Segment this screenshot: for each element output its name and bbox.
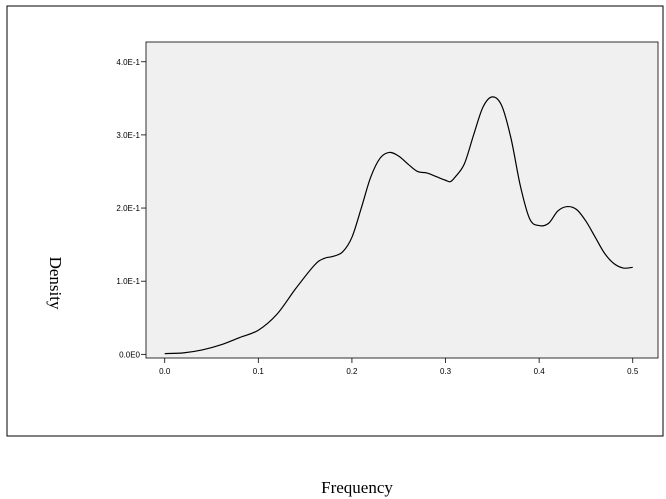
y-tick-label: 0.0E0 bbox=[119, 350, 140, 359]
plot-area bbox=[145, 41, 659, 359]
x-tick-label: 0.5 bbox=[627, 367, 639, 376]
y-tick-label: 4.0E-1 bbox=[116, 58, 140, 67]
x-tick-label: 0.4 bbox=[534, 367, 546, 376]
x-tick-label: 0.2 bbox=[346, 367, 358, 376]
y-axis-title: Density bbox=[46, 257, 65, 310]
x-axis: 0.0 0.1 0.2 0.3 0.4 0.5 bbox=[159, 358, 639, 376]
x-tick-label: 0.1 bbox=[253, 367, 265, 376]
density-curve bbox=[164, 96, 633, 355]
y-axis: 0.0E0 1.0E-1 2.0E-1 3.0E-1 4.0E-1 bbox=[116, 58, 146, 359]
x-tick-label: 0.3 bbox=[440, 367, 452, 376]
y-tick-label: 3.0E-1 bbox=[116, 131, 140, 140]
x-axis-title: Frequency bbox=[321, 478, 393, 497]
x-tick-label: 0.0 bbox=[159, 367, 171, 376]
y-tick-label: 1.0E-1 bbox=[116, 277, 140, 286]
y-tick-label: 2.0E-1 bbox=[116, 204, 140, 213]
